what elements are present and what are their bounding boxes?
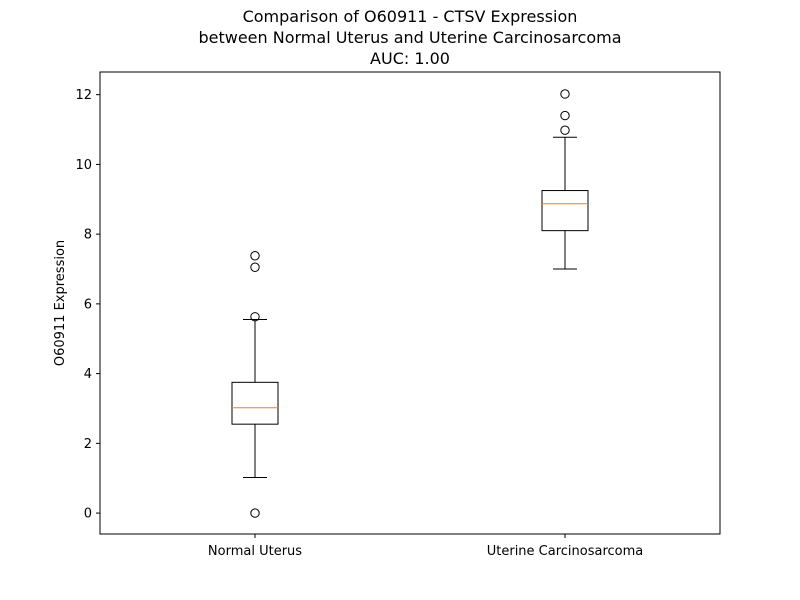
outlier-point — [250, 262, 260, 272]
box-group — [541, 89, 589, 270]
x-axis: Normal Uterus Uterine Carcinosarcoma — [208, 534, 643, 559]
y-tick-label: 0 — [84, 507, 92, 522]
chart-title-line-2: between Normal Uterus and Uterine Carcin… — [198, 28, 621, 47]
outlier-point — [560, 125, 570, 135]
iqr-box — [541, 190, 589, 232]
x-tick-label: Normal Uterus — [208, 544, 302, 559]
box-group — [231, 251, 279, 518]
y-tick-label: 6 — [84, 297, 92, 312]
chart-title-line-3: AUC: 1.00 — [370, 49, 450, 68]
chart-title-line-1: Comparison of O60911 - CTSV Expression — [243, 7, 578, 26]
iqr-box — [231, 381, 279, 425]
outlier-point — [250, 312, 260, 322]
outlier-point — [250, 508, 260, 518]
y-axis: 0 2 4 6 8 10 12 — [75, 88, 100, 522]
y-tick-label: 2 — [84, 437, 92, 452]
y-tick-label: 12 — [75, 88, 92, 103]
y-tick-label: 8 — [84, 228, 92, 243]
plot-marks — [231, 89, 589, 518]
outlier-point — [560, 89, 570, 99]
outlier-point — [250, 251, 260, 261]
outlier-point — [560, 110, 570, 121]
y-tick-label: 4 — [84, 367, 92, 382]
y-axis-label: O60911 Expression — [53, 240, 68, 366]
y-tick-label: 10 — [75, 158, 92, 173]
plot-area-frame — [99, 71, 721, 535]
x-tick-label: Uterine Carcinosarcoma — [487, 544, 644, 559]
